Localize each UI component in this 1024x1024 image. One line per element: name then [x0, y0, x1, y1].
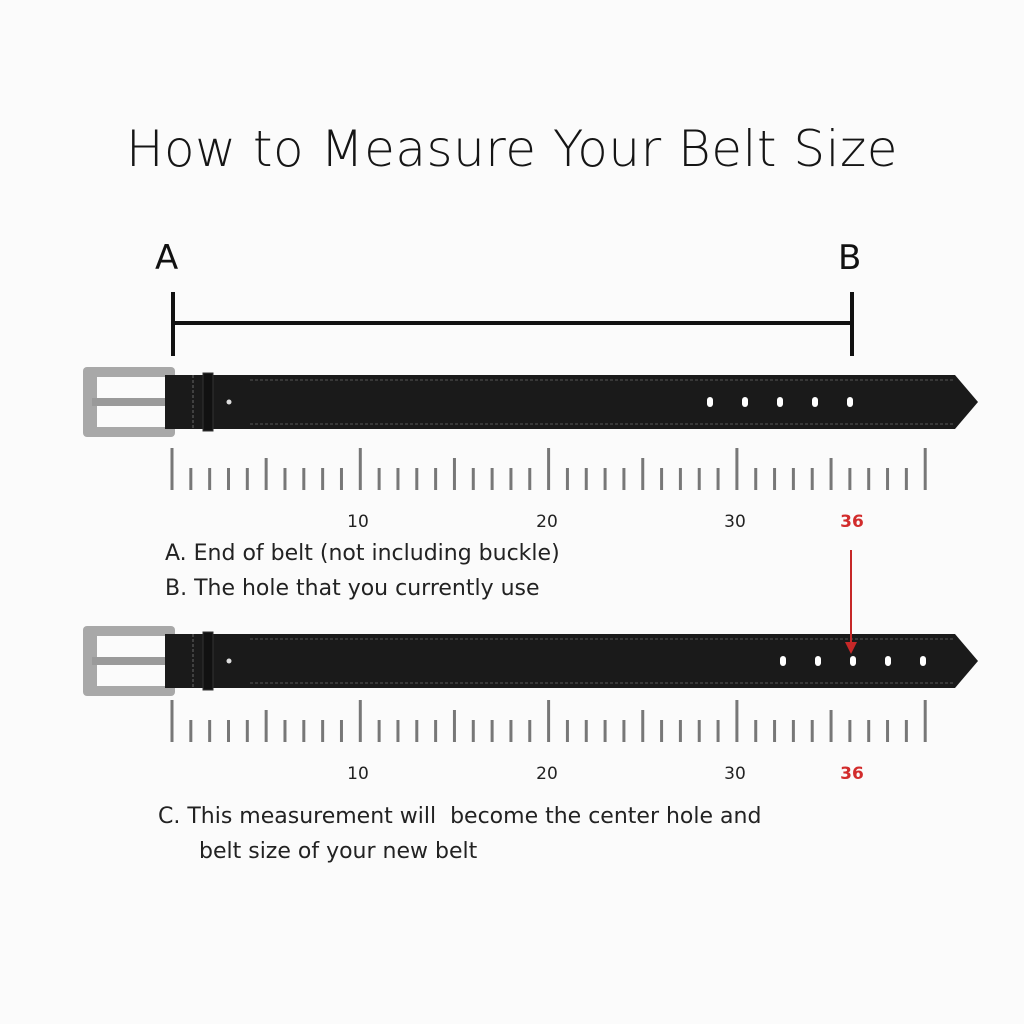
belt-hole: [885, 656, 891, 666]
belt-hole: [850, 656, 856, 666]
measurement-bracket: [171, 292, 854, 356]
belt-loop: [202, 631, 214, 691]
ruler-label-20-bottom: 20: [536, 764, 558, 784]
ruler-label-10-bottom: 10: [347, 764, 369, 784]
ruler-label-30-bottom: 30: [724, 764, 746, 784]
caption-b: B. The hole that you currently use: [165, 576, 540, 601]
belt-top: [83, 367, 978, 437]
belt-bottom: [83, 626, 978, 696]
ruler-label-36-bottom: 36: [840, 764, 864, 784]
rivet: [226, 658, 232, 664]
point-b-label: B: [838, 238, 862, 278]
point-a-label: A: [155, 238, 179, 278]
buckle-prong: [92, 657, 166, 665]
ruler-top: [170, 448, 927, 490]
ruler-label-10: 10: [347, 512, 369, 532]
belt-hole: [742, 397, 748, 407]
belt-hole: [847, 397, 853, 407]
rivet: [226, 399, 232, 405]
belt-loop: [202, 372, 214, 432]
belt-hole: [920, 656, 926, 666]
buckle-prong: [92, 398, 166, 406]
belt-hole: [777, 397, 783, 407]
page-title: How to Measure Your Belt Size: [125, 120, 899, 178]
caption-a: A. End of belt (not including buckle): [165, 541, 560, 566]
caption-c-line1: C. This measurement will become the cent…: [158, 804, 762, 829]
caption-c-line2: belt size of your new belt: [199, 839, 478, 864]
belt-hole: [707, 397, 713, 407]
ruler-label-30: 30: [724, 512, 746, 532]
belt-hole: [815, 656, 821, 666]
belt-hole: [780, 656, 786, 666]
ruler-label-36: 36: [840, 512, 864, 532]
belt-strap: [165, 375, 978, 429]
ruler-label-20: 20: [536, 512, 558, 532]
ruler-bottom: [170, 700, 927, 742]
belt-strap: [165, 634, 978, 688]
red-arrow: [845, 550, 857, 654]
belt-hole: [812, 397, 818, 407]
